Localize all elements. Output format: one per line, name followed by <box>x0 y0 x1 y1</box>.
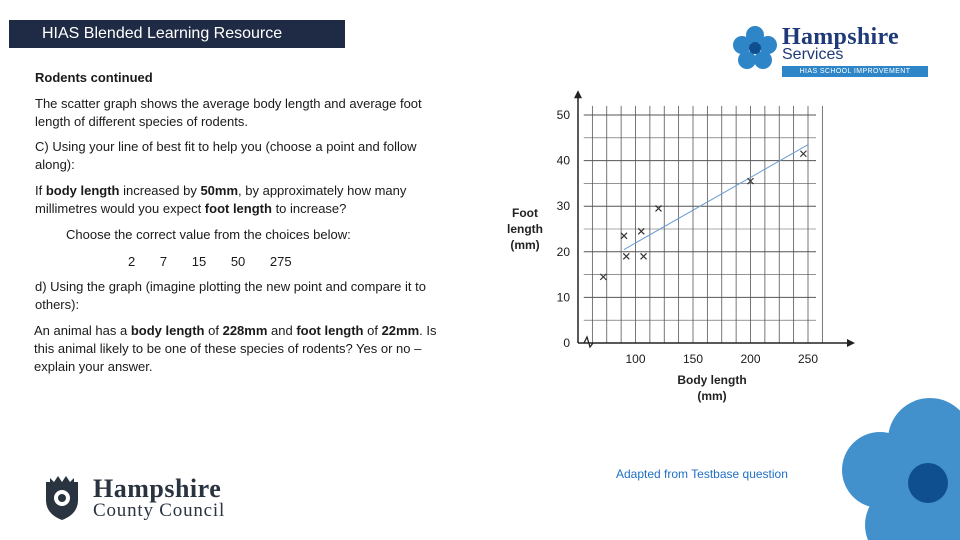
section-heading: Rodents continued <box>35 70 153 85</box>
x-tick-label: 200 <box>740 352 760 366</box>
hampshire-services-logo: Hampshire Services HIAS SCHOOL IMPROVEME… <box>730 24 930 80</box>
x-axis-arrow <box>847 339 855 347</box>
header-title: HIAS Blended Learning Resource <box>42 25 283 42</box>
data-point <box>640 252 647 260</box>
services-logo-subtitle: Services <box>782 46 844 63</box>
question-d: d) Using the graph (imagine plotting the… <box>35 279 426 312</box>
axis-break-icon <box>583 335 594 349</box>
choose-prompt: Choose the correct value from the choice… <box>66 227 351 242</box>
x-tick-label: 250 <box>798 352 818 366</box>
question-c-detail: If body length increased by 50mm, by app… <box>35 183 407 216</box>
data-point <box>799 150 807 158</box>
decorative-flower-icon <box>842 398 960 540</box>
data-point <box>637 227 645 235</box>
flower-icon <box>733 26 777 69</box>
x-tick-label: 100 <box>625 352 645 366</box>
choice-option[interactable]: 2 <box>128 254 136 269</box>
choice-option[interactable]: 7 <box>159 254 168 269</box>
hampshire-county-council-logo: Hampshire County Council <box>40 472 270 522</box>
y-tick-label: 10 <box>557 290 571 304</box>
x-axis-label: Body length <box>677 373 746 387</box>
council-logo-line2: County Council <box>93 500 226 521</box>
y-tick-label: 40 <box>557 154 571 168</box>
data-point <box>655 205 662 212</box>
choice-option[interactable]: 275 <box>269 254 292 269</box>
y-axis-arrow <box>574 90 582 99</box>
header-banner: HIAS Blended Learning Resource <box>9 20 345 48</box>
best-fit-line <box>623 144 809 250</box>
data-point <box>622 252 630 260</box>
y-axis-label: (mm) <box>510 238 539 252</box>
scatter-chart: 0 10 20 30 40 50 100 150 200 250 Foot length (mm) Bod… <box>507 90 855 403</box>
y-tick-label: 20 <box>557 245 571 259</box>
services-logo-title: Hampshire <box>782 24 899 50</box>
y-axis-label: length <box>507 222 543 236</box>
data-point <box>620 232 628 240</box>
y-tick-label: 0 <box>563 336 570 350</box>
council-logo-line1: Hampshire <box>93 474 222 503</box>
y-axis-label: Foot <box>512 206 538 220</box>
credit-text: Adapted from Testbase question <box>616 467 788 481</box>
question-d-detail: An animal has a body length of 228mm and… <box>34 323 437 374</box>
choice-option[interactable]: 15 <box>191 254 207 269</box>
services-logo-bar: HIAS SCHOOL IMPROVEMENT <box>782 66 928 77</box>
data-point <box>747 177 754 185</box>
x-tick-label: 150 <box>683 352 703 366</box>
intro-text: The scatter graph shows the average body… <box>35 96 422 129</box>
y-tick-label: 50 <box>557 108 571 122</box>
y-tick-label: 30 <box>557 199 571 213</box>
choices-list: 2 7 15 50 275 <box>128 253 313 271</box>
crest-icon <box>46 476 78 520</box>
choice-option[interactable]: 50 <box>230 254 246 269</box>
question-c: C) Using your line of best fit to help y… <box>35 139 417 172</box>
x-axis-label: (mm) <box>697 389 726 403</box>
data-point <box>599 273 607 281</box>
